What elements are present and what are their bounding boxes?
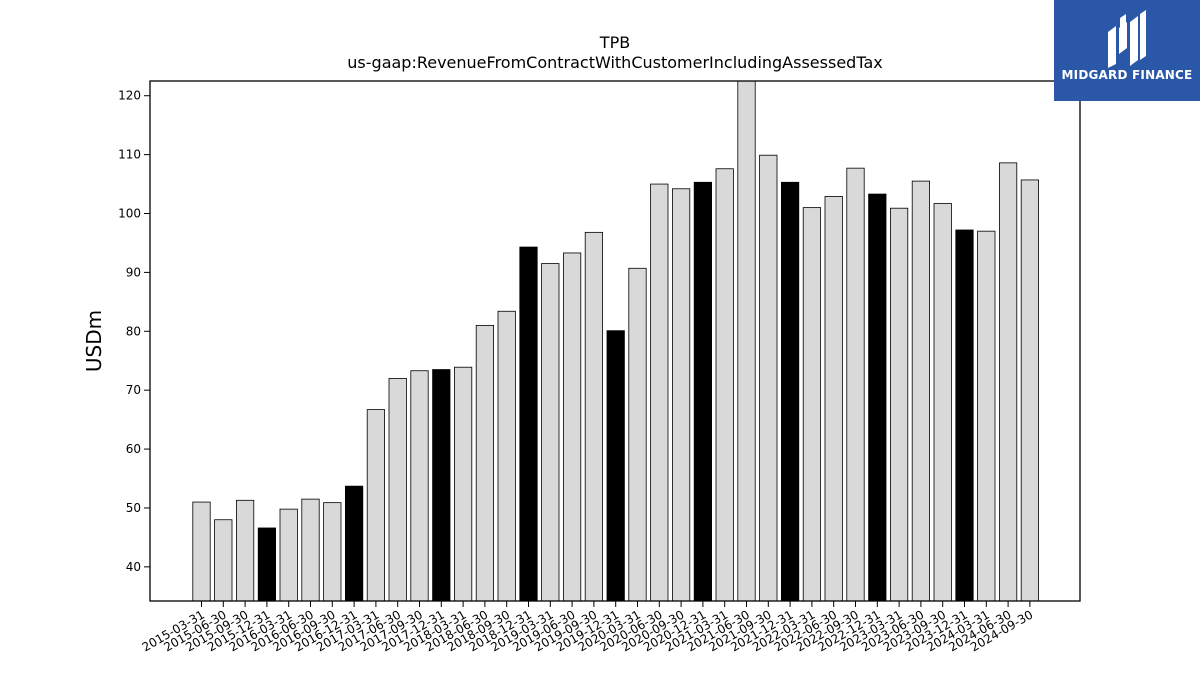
bar-2024-03-31 — [977, 230, 996, 602]
plot-frame — [149, 80, 1081, 602]
bar-2020-03-31 — [628, 267, 647, 602]
bar-2023-12-31 — [955, 229, 974, 602]
bar-2015-09-30 — [235, 499, 255, 602]
bar-2020-06-30 — [650, 183, 669, 602]
bar-2023-03-31 — [890, 207, 909, 602]
bar-2018-03-31 — [453, 366, 473, 602]
y-tick-label: 110 — [118, 148, 141, 162]
bar-2018-12-31 — [519, 246, 538, 602]
y-tick-label: 70 — [126, 383, 141, 397]
bar-2017-06-30 — [388, 377, 407, 602]
y-tick-label: 60 — [126, 442, 141, 456]
bar-2015-06-30 — [214, 519, 233, 602]
bar-2019-12-31 — [606, 330, 625, 602]
bar-2018-06-30 — [475, 324, 495, 602]
midgard-finance-logo: MIDGARD FINANCE — [1054, 0, 1200, 101]
bar-2015-12-31 — [257, 527, 277, 602]
bar-2023-09-30 — [933, 203, 952, 602]
bar-2021-03-31 — [715, 168, 734, 602]
bar-2019-06-30 — [563, 252, 582, 602]
bar-2021-12-31 — [781, 181, 800, 602]
y-tick-label: 100 — [118, 207, 141, 221]
y-tick-label: 50 — [126, 501, 141, 515]
bar-2022-03-31 — [802, 207, 822, 602]
bar-2016-06-30 — [301, 498, 320, 602]
bar-2018-09-30 — [497, 310, 516, 602]
bar-2022-12-31 — [868, 193, 887, 602]
bar-2021-06-30 — [737, 80, 756, 602]
bar-2019-09-30 — [584, 231, 604, 602]
bar-2023-06-30 — [911, 180, 931, 602]
chart-subtitle: us-gaap:RevenueFromContractWithCustomerI… — [347, 53, 882, 72]
logo-text: MIDGARD FINANCE — [1061, 68, 1193, 82]
bar-2024-06-30 — [999, 162, 1018, 602]
chart-title: TPB — [599, 33, 630, 52]
bar-2017-12-31 — [432, 369, 451, 602]
bar-2016-09-30 — [323, 502, 342, 602]
bar-2017-09-30 — [410, 370, 429, 602]
bar-2015-03-31 — [192, 501, 211, 602]
bar-2022-06-30 — [824, 196, 843, 602]
bar-2016-03-31 — [279, 508, 298, 602]
bar-2024-09-30 — [1020, 179, 1040, 602]
bar-2021-09-30 — [759, 154, 778, 602]
y-axis-label: USDm — [82, 310, 106, 372]
y-axis-ticks: 40 50 60 70 80 90 100 110 120 — [118, 89, 150, 574]
bar-2022-09-30 — [846, 167, 865, 602]
bar-2019-03-31 — [541, 263, 560, 602]
bar-2016-12-31 — [344, 485, 364, 602]
y-tick-label: 80 — [126, 324, 141, 338]
y-tick-label: 120 — [118, 89, 141, 103]
bar-2020-12-31 — [693, 181, 713, 602]
bars-group — [192, 80, 1040, 602]
bar-2017-03-31 — [366, 409, 386, 602]
y-tick-label: 90 — [126, 265, 141, 279]
bar-2020-09-30 — [672, 188, 691, 602]
y-tick-label: 40 — [126, 560, 141, 574]
x-axis-ticks: 2015-03-312015-06-302015-09-302015-12-31… — [140, 601, 1035, 654]
midgard-logo-icon — [1108, 10, 1146, 68]
